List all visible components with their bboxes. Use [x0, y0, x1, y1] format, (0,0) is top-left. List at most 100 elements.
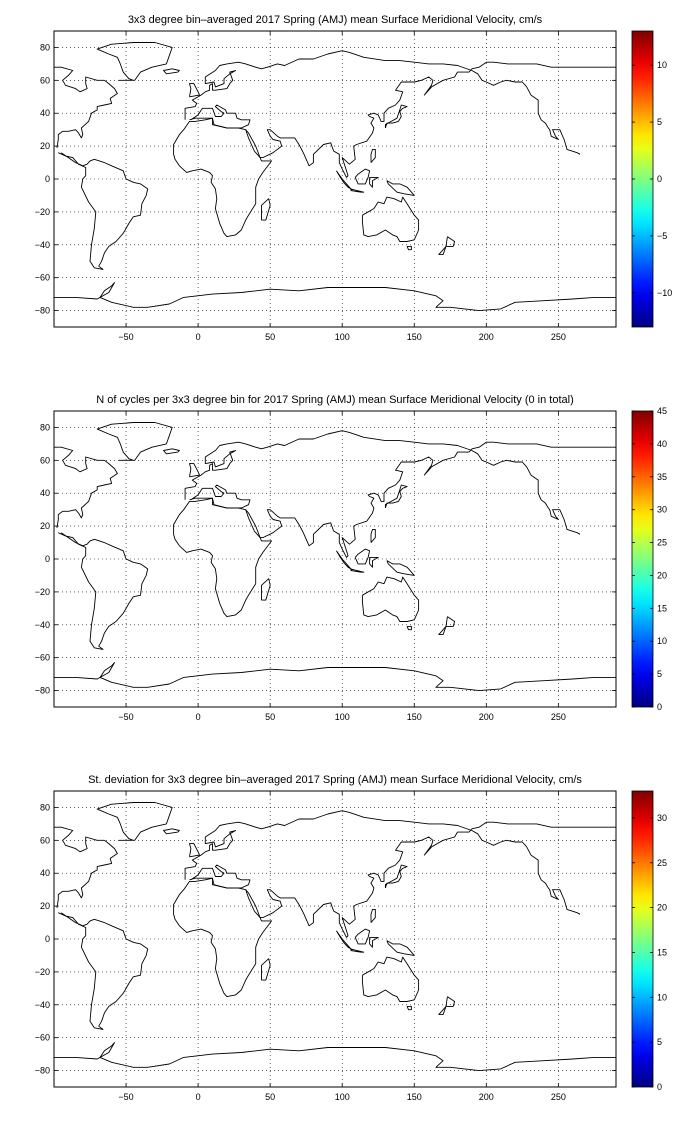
coastline	[261, 958, 271, 981]
coastline	[406, 625, 412, 631]
coastline	[184, 430, 473, 500]
panel-title: 3x3 degree bin–averaged 2017 Spring (AMJ…	[127, 14, 543, 26]
coastline	[96, 802, 173, 841]
coastline	[245, 68, 473, 178]
y-tick-label: 20	[40, 901, 50, 911]
coastlines	[54, 422, 616, 692]
coastline	[370, 148, 376, 163]
coastline	[173, 877, 273, 998]
coastline	[384, 864, 408, 889]
y-tick-label: 20	[40, 141, 50, 151]
x-tick-label: 0	[196, 1092, 201, 1102]
coastline	[386, 560, 415, 576]
coastline	[261, 578, 271, 601]
coastline	[350, 188, 365, 193]
x-tick-label: −50	[118, 712, 133, 722]
x-tick-label: 200	[479, 712, 494, 722]
y-tick-label: 40	[40, 868, 50, 878]
coastline	[370, 528, 376, 543]
coastline	[369, 936, 379, 948]
y-tick-label: −20	[35, 587, 50, 597]
y-tick-label: 80	[40, 802, 50, 812]
x-tick-label: 150	[407, 1092, 422, 1102]
coastline	[471, 830, 581, 915]
stdev-map-panel: St. deviation for 3x3 degree bin–average…	[0, 760, 696, 1140]
x-tick-label: 150	[407, 332, 422, 342]
y-tick-label: −80	[35, 1066, 50, 1076]
coastline	[54, 826, 118, 908]
coastline	[245, 448, 473, 558]
coastline	[336, 170, 352, 190]
x-tick-label: 50	[265, 712, 275, 722]
coastline	[384, 104, 408, 129]
coastline	[54, 1042, 616, 1072]
colorbar-tick-label: 0	[657, 702, 662, 712]
coastline	[406, 245, 412, 251]
map-grid	[54, 791, 616, 1087]
colorbar-tick-label: −10	[657, 288, 672, 298]
coastline	[184, 50, 473, 120]
coastline	[384, 484, 408, 509]
x-tick-label: −50	[118, 332, 133, 342]
x-tick-label: 50	[265, 332, 275, 342]
x-tick-label: 200	[479, 332, 494, 342]
y-tick-label: 40	[40, 488, 50, 498]
colorbar-tick-label: −5	[657, 231, 667, 241]
y-tick-label: −80	[35, 306, 50, 316]
coastline	[163, 448, 180, 455]
coastline	[369, 176, 379, 188]
x-tick-label: 250	[551, 1092, 566, 1102]
cycles-map-svg: −50 0 50 100 150 200 250 −80 −60 −40 −20 0 20 40 60 80 0…	[35, 406, 667, 722]
coastline	[184, 810, 473, 880]
colorbar	[631, 790, 654, 1088]
map-grid	[54, 31, 616, 327]
coastline	[370, 908, 376, 923]
coastline	[386, 180, 415, 196]
coastline	[471, 441, 616, 450]
coastline	[54, 662, 616, 692]
coastline	[163, 828, 180, 835]
coastline	[350, 948, 365, 953]
colorbar-tick-label: 5	[657, 669, 662, 679]
y-tick-label: 20	[40, 521, 50, 531]
colorbar-tick-label: 25	[657, 858, 667, 868]
colorbar-tick-label: 10	[657, 60, 667, 70]
colorbar-tick-label: 30	[657, 505, 667, 515]
x-tick-label: 250	[551, 712, 566, 722]
x-tick-label: 100	[335, 332, 350, 342]
colorbar-tick-label: 30	[657, 813, 667, 823]
coastline	[438, 616, 456, 636]
colorbar-tick-label: 45	[657, 406, 667, 416]
coastline	[245, 828, 473, 938]
coastline	[54, 66, 118, 148]
coastline	[58, 912, 149, 1030]
y-tick-label: −60	[35, 273, 50, 283]
colorbar-tick-label: 15	[657, 603, 667, 613]
y-tick-label: 60	[40, 835, 50, 845]
coastline	[361, 196, 420, 242]
colorbar-tick-label: 10	[657, 636, 667, 646]
stdev-map-svg: −50 0 50 100 150 200 250 −80 −60 −40 −20 0 20 40 60 80 0…	[35, 790, 667, 1102]
x-tick-label: 150	[407, 712, 422, 722]
x-tick-label: −50	[118, 1092, 133, 1102]
panel-title: N of cycles per 3x3 degree bin for 2017 …	[96, 394, 574, 406]
coastline	[189, 83, 200, 98]
coastline	[361, 956, 420, 1002]
x-tick-label: 0	[196, 712, 201, 722]
colorbar-tick-label: 25	[657, 538, 667, 548]
coastlines	[54, 42, 616, 312]
y-tick-label: −60	[35, 653, 50, 663]
coastlines	[54, 802, 616, 1072]
y-tick-label: 0	[45, 934, 50, 944]
coastline	[438, 996, 456, 1016]
x-tick-label: 200	[479, 1092, 494, 1102]
velocity-map-panel: 3x3 degree bin–averaged 2017 Spring (AMJ…	[0, 0, 696, 380]
coastline	[58, 532, 149, 650]
x-tick-label: 100	[335, 712, 350, 722]
coastline	[54, 282, 616, 312]
colorbar-tick-label: 20	[657, 903, 667, 913]
y-tick-label: −20	[35, 207, 50, 217]
colorbar	[631, 410, 654, 708]
coastline	[96, 42, 173, 81]
coastline	[369, 556, 379, 568]
